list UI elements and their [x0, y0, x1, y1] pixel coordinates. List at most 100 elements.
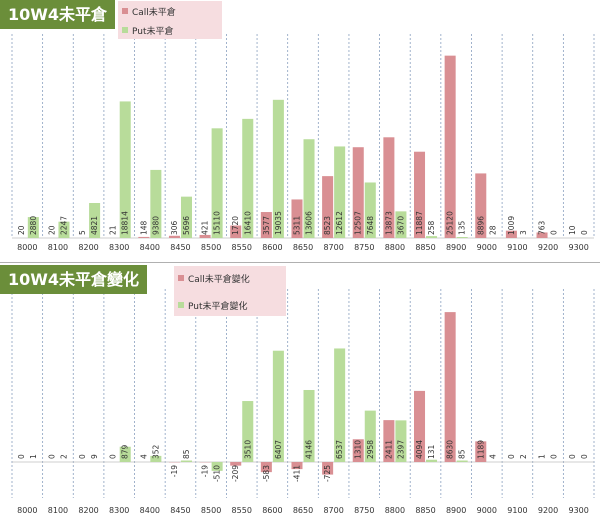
bar-put — [242, 401, 254, 462]
data-label: 1189 — [476, 440, 485, 459]
bar-call — [230, 225, 242, 238]
data-label: 0 — [550, 230, 559, 235]
bar-put — [456, 460, 468, 462]
bar-put — [272, 350, 284, 462]
bar-put — [150, 169, 162, 238]
x-tick-label: 8550 — [232, 506, 252, 515]
bar-put — [119, 446, 131, 462]
bar-put — [242, 118, 254, 238]
x-tick-label: 8450 — [170, 506, 190, 515]
data-label: 3510 — [243, 440, 252, 459]
data-label: 12507 — [354, 211, 363, 235]
data-label: 306 — [170, 220, 179, 235]
legend-swatch-put — [178, 302, 184, 308]
x-tick-label: 8800 — [385, 243, 405, 252]
legend: Call未平倉 Put未平倉 — [118, 1, 222, 39]
x-tick-label: 8700 — [323, 506, 343, 515]
data-label: 2958 — [366, 440, 375, 459]
data-label: 0 — [568, 454, 577, 459]
data-label: 1 — [538, 454, 547, 459]
open-interest-chart: 8000 8100 8200 8300 8400 8450 8500 8550 8600 8650… — [11, 34, 595, 252]
x-tick-label: 8500 — [201, 506, 221, 515]
bar-call — [413, 390, 426, 462]
data-label: 4094 — [415, 440, 424, 459]
data-label: 0 — [507, 454, 516, 459]
data-label: 12612 — [335, 211, 344, 235]
data-label: 879 — [121, 444, 130, 459]
bar-call — [322, 176, 334, 238]
x-tick-label: 8600 — [262, 243, 282, 252]
x-tick-label: 8200 — [78, 243, 98, 252]
data-label: 20 — [17, 225, 26, 235]
x-tick-label: 9200 — [538, 506, 558, 515]
bar-call — [260, 212, 272, 238]
x-tick-label: 9300 — [569, 506, 589, 515]
data-label: 4146 — [305, 440, 314, 459]
x-tick-label: 9100 — [507, 243, 527, 252]
legend-label-put: Put未平倉變化 — [188, 301, 248, 312]
data-label: 0 — [47, 454, 56, 459]
data-label: 3 — [519, 230, 528, 235]
data-label: 5311 — [292, 216, 301, 235]
data-label: 4 — [488, 454, 497, 459]
bar-call — [383, 420, 395, 462]
x-tick-label: 9300 — [569, 243, 589, 252]
x-tick-label: 9100 — [507, 506, 527, 515]
data-label: 11887 — [415, 211, 424, 235]
bar-put — [180, 460, 193, 462]
data-label: 20 — [47, 225, 56, 235]
data-label: 0 — [580, 454, 589, 459]
bar-put — [119, 101, 131, 239]
data-label: -510 — [213, 465, 222, 482]
bar-put — [211, 462, 223, 471]
data-label: 763 — [538, 220, 547, 235]
legend-swatch-call — [122, 8, 128, 14]
x-tick-label: 8300 — [109, 506, 129, 515]
data-label: 9 — [90, 454, 99, 459]
legend-item-call: Call未平倉變化 — [174, 271, 286, 285]
data-label: 148 — [139, 220, 148, 235]
data-label: -411 — [292, 465, 301, 482]
data-label: 135 — [458, 220, 467, 235]
x-tick-label: 9000 — [477, 506, 497, 515]
bar-put — [426, 236, 438, 238]
bar-put — [364, 182, 376, 238]
bar-call — [352, 147, 364, 238]
legend-swatch-call — [178, 275, 184, 281]
data-label: 4821 — [90, 216, 99, 235]
x-tick-label: 8300 — [109, 243, 129, 252]
data-label: 8523 — [323, 216, 332, 235]
data-label: 0 — [550, 454, 559, 459]
data-label: 2 — [59, 454, 68, 459]
x-tick-label: 8200 — [78, 506, 98, 515]
data-label: 16410 — [243, 211, 252, 235]
x-tick-label: 9200 — [538, 243, 558, 252]
x-tick-label: 8900 — [446, 506, 466, 515]
data-label: 4 — [139, 454, 148, 459]
bar-put — [395, 420, 407, 462]
data-label: 9380 — [151, 216, 160, 235]
chart-title: 10W4未平倉 — [0, 0, 116, 29]
bar-put — [456, 237, 468, 238]
data-label: 352 — [151, 444, 160, 459]
x-tick-label: 8650 — [293, 243, 313, 252]
data-label: 85 — [458, 449, 467, 459]
data-label: 13873 — [384, 211, 393, 235]
x-tick-label: 8750 — [354, 506, 374, 515]
bar-call — [291, 462, 303, 470]
data-label: 15110 — [213, 211, 222, 235]
data-label: 3577 — [262, 216, 271, 235]
legend-label-call: Call未平倉變化 — [188, 274, 250, 285]
data-label: 2880 — [29, 216, 38, 235]
bar-put — [426, 459, 438, 462]
data-label: 6407 — [274, 440, 283, 459]
data-label: 0 — [17, 454, 26, 459]
bar-call — [230, 462, 242, 466]
data-label: 21 — [109, 225, 118, 235]
data-label: 8630 — [446, 440, 455, 459]
bar-put — [58, 221, 70, 238]
data-label: -19 — [201, 465, 210, 477]
open-interest-change-panel: 8000 8100 8200 8300 8400 8450 8500 8550 8600 8650… — [0, 263, 600, 526]
bar-put — [150, 455, 162, 462]
legend-swatch-put — [122, 27, 128, 33]
